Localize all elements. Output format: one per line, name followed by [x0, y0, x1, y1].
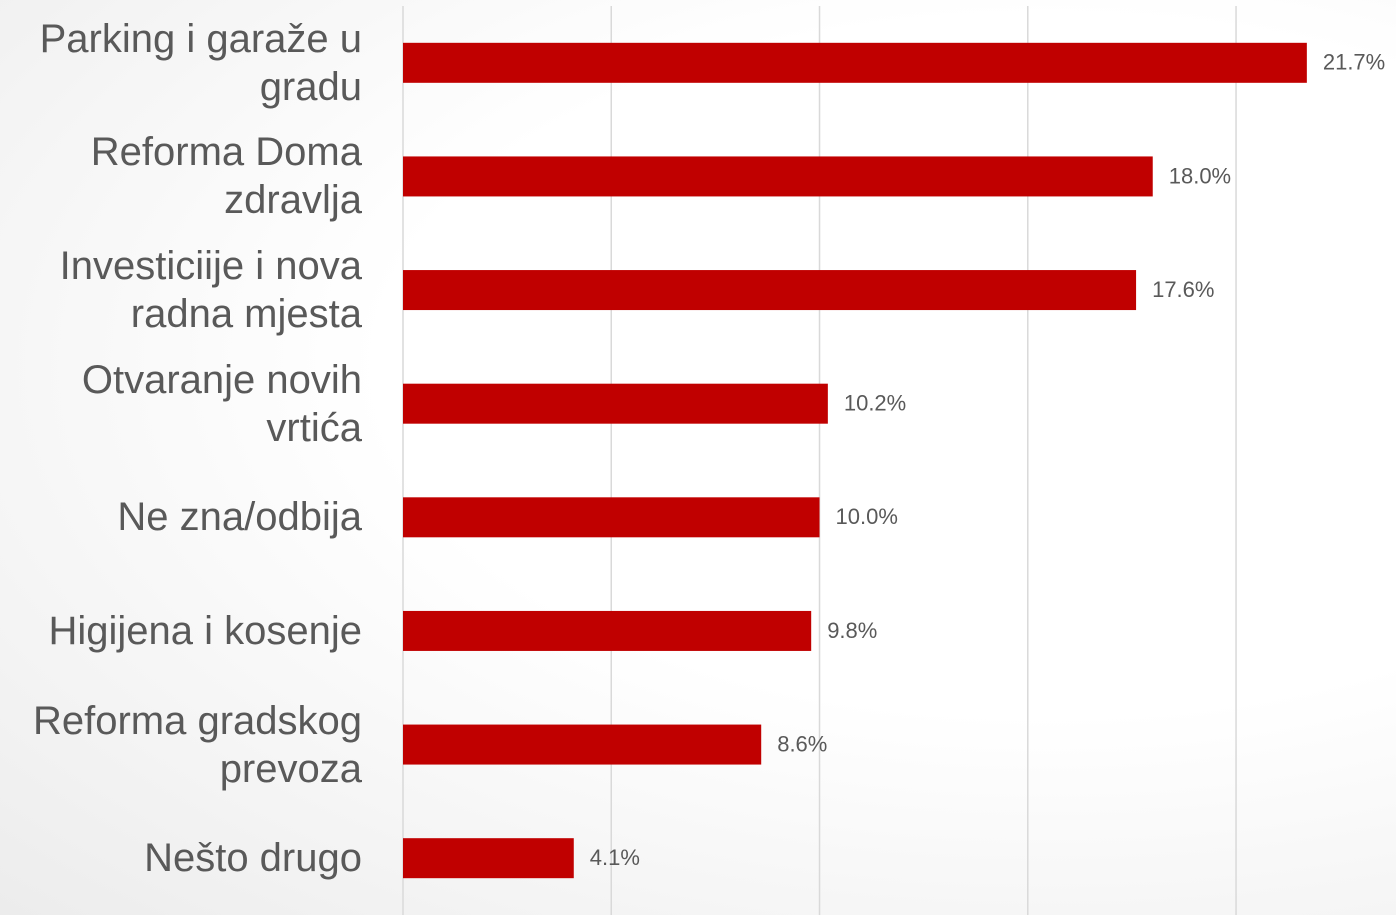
category-text: Investiciije i nova radna mjesta [59, 244, 362, 337]
category-label: Investiciije i nova radna mjesta [0, 233, 362, 347]
bar [403, 156, 1153, 197]
value-label: 8.6% [777, 731, 827, 756]
category-label: Reforma Doma zdravlja [0, 120, 362, 234]
category-text: Ne zna/odbija [117, 495, 362, 540]
value-label: 9.8% [827, 618, 877, 643]
value-label: 4.1% [590, 845, 640, 870]
category-label: Higijena i kosenje [0, 574, 362, 688]
bar [403, 42, 1307, 83]
value-label: 21.7% [1323, 50, 1385, 75]
category-label: Nešto drugo [0, 801, 362, 915]
category-text: Higijena i kosenje [48, 608, 362, 653]
category-text: Parking i garaže u gradu [39, 16, 362, 109]
bar [403, 838, 574, 879]
value-label: 10.2% [844, 391, 906, 416]
category-text: Otvaranje novih vrtića [81, 357, 362, 450]
bar [403, 610, 812, 651]
category-text: Nešto drugo [144, 836, 362, 881]
bar [403, 724, 762, 765]
bar [403, 270, 1137, 311]
category-label: Parking i garaže u gradu [0, 6, 362, 120]
category-text: Reforma gradskog prevoza [32, 698, 362, 791]
bar [403, 497, 820, 538]
category-text: Reforma Doma zdravlja [90, 130, 362, 223]
value-label: 17.6% [1152, 277, 1214, 302]
value-label: 18.0% [1169, 163, 1231, 188]
category-label: Otvaranje novih vrtića [0, 347, 362, 461]
bar [403, 383, 828, 424]
category-label: Ne zna/odbija [0, 461, 362, 575]
category-label: Reforma gradskog prevoza [0, 688, 362, 802]
value-label: 10.0% [836, 504, 898, 529]
